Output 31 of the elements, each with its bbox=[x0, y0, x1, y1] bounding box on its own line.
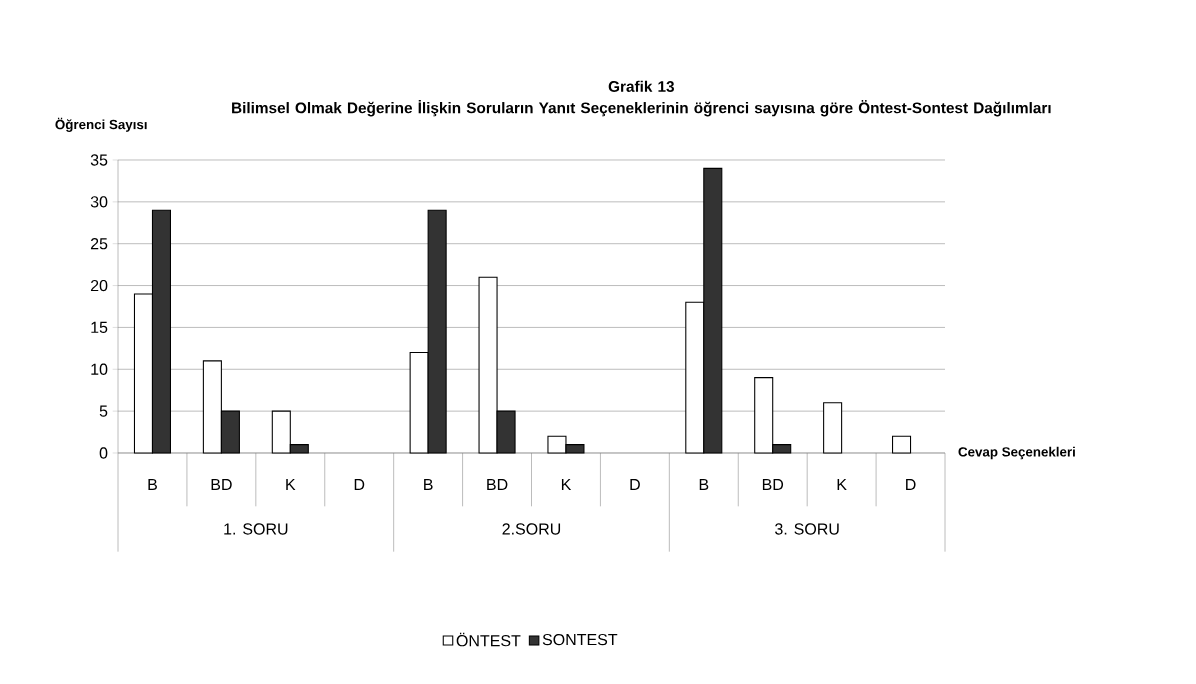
y-tick-label: 15 bbox=[91, 321, 108, 333]
chart-title: Grafik 13 bbox=[608, 80, 674, 92]
y-tick-label: 5 bbox=[99, 405, 108, 417]
y-tick-label: 10 bbox=[91, 363, 108, 375]
y-axis-title: Öğrenci Sayısı bbox=[55, 117, 147, 132]
x-tick-label: D bbox=[630, 479, 640, 491]
chart-subtitle: Bilimsel Olmak Değerine İlişkin Soruların Yanıt Seçeneklerinin öğrenci sayısına göre Öntest-Sontest Dağılımları bbox=[232, 100, 1051, 117]
x-tick-label: BD bbox=[487, 479, 508, 491]
text: 2.SORU bbox=[502, 523, 561, 535]
legend-label: SONTEST bbox=[542, 633, 618, 646]
x-tick-label: D bbox=[354, 479, 365, 491]
x-tick-label: B bbox=[148, 479, 157, 491]
bar bbox=[892, 435, 912, 454]
x-tick-label: BD bbox=[211, 479, 232, 491]
text: 3. SORU bbox=[775, 523, 839, 535]
bar bbox=[823, 402, 843, 454]
y-tick-label: 20 bbox=[90, 279, 108, 292]
x-tick-label: B bbox=[424, 479, 433, 491]
x-tick-label: D bbox=[906, 479, 916, 491]
text: 1. SORU bbox=[224, 523, 288, 535]
y-tick-label: 30 bbox=[90, 196, 108, 208]
y-tick-label: 25 bbox=[90, 238, 108, 250]
x-axis-title: Cevap Seçenekleri bbox=[958, 446, 1075, 460]
legend-label: ÖNTEST bbox=[456, 632, 521, 647]
x-tick-label: B bbox=[699, 479, 709, 491]
x-tick-label: K bbox=[561, 479, 572, 491]
x-tick-label: K bbox=[837, 479, 847, 491]
x-tick-label: BD bbox=[762, 479, 784, 491]
x-tick-label: K bbox=[286, 479, 296, 491]
y-tick-label: 35 bbox=[90, 154, 108, 166]
y-tick-label: 0 bbox=[99, 447, 108, 459]
